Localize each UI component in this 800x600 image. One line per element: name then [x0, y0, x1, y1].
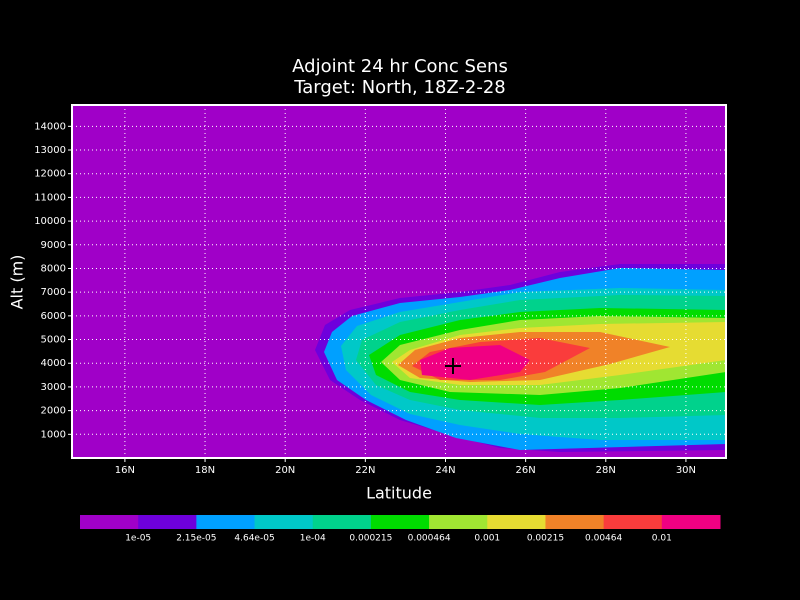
colorbar-swatch: [196, 515, 256, 529]
x-tick-label: 16N: [115, 465, 135, 476]
contour-band: [420, 345, 530, 380]
y-tick-label: 2000: [41, 406, 66, 417]
colorbar-swatch: [138, 515, 197, 529]
x-tick-label: 26N: [516, 465, 536, 476]
y-tick-label: 4000: [41, 358, 66, 369]
colorbar-label: 0.000215: [349, 534, 392, 544]
y-tick-label: 10000: [34, 216, 66, 227]
x-axis-title: Latitude: [366, 484, 432, 503]
colorbar-label: 4.64e-05: [234, 534, 274, 544]
y-tick-label: 3000: [41, 382, 66, 393]
colorbar-swatch: [312, 515, 372, 529]
colorbar-swatch: [254, 515, 314, 529]
target-marker: [445, 358, 461, 374]
y-axis-title: Alt (m): [8, 255, 27, 310]
x-tick-label: 30N: [676, 465, 696, 476]
y-tick-label: 14000: [34, 121, 66, 132]
y-tick-label: 9000: [41, 240, 66, 251]
overlay: 1000 2000 3000 4000 5000 6000 7000 8000 9000 1000…: [34, 104, 727, 476]
colorbar-swatch: [545, 515, 605, 529]
y-tick-label: 12000: [34, 169, 66, 180]
y-tick-label: 1000: [41, 429, 66, 440]
x-tick-label: 20N: [275, 465, 295, 476]
colorbar-swatch: [603, 515, 663, 529]
y-tick-label: 8000: [41, 263, 66, 274]
colorbar-swatch: [80, 515, 139, 529]
chart-title: Adjoint 24 hr Conc Sens: [292, 56, 508, 77]
colorbar-label: 1e-05: [125, 534, 151, 544]
y-tick-label: 13000: [34, 145, 66, 156]
y-tick-label: 7000: [41, 287, 66, 298]
colorbar-swatch: [661, 515, 721, 529]
x-tick-label: 18N: [195, 465, 215, 476]
x-tick-label: 28N: [596, 465, 616, 476]
colorbar-label: 0.001: [474, 534, 500, 544]
colorbar-label: 0.01: [652, 534, 672, 544]
plot-area: [72, 105, 726, 458]
y-tick-label: 5000: [41, 335, 66, 346]
colorbar-label: 0.00464: [585, 534, 622, 544]
x-tick-label: 24N: [435, 465, 455, 476]
colorbar-label: 0.00215: [527, 534, 564, 544]
colorbar-swatch: [429, 515, 488, 529]
colorbar-label: 1e-04: [300, 534, 326, 544]
plot-frame: [71, 104, 727, 459]
y-tick-label: 6000: [41, 311, 66, 322]
colorbar-label: 0.000464: [408, 534, 451, 544]
colorbar-label: 2.15e-05: [176, 534, 216, 544]
colorbar-swatch: [370, 515, 430, 529]
colorbar-swatch: [487, 515, 546, 529]
chart-subtitle: Target: North, 18Z-2-28: [293, 77, 506, 98]
y-tick-label: 11000: [34, 192, 66, 203]
x-tick-label: 22N: [355, 465, 375, 476]
